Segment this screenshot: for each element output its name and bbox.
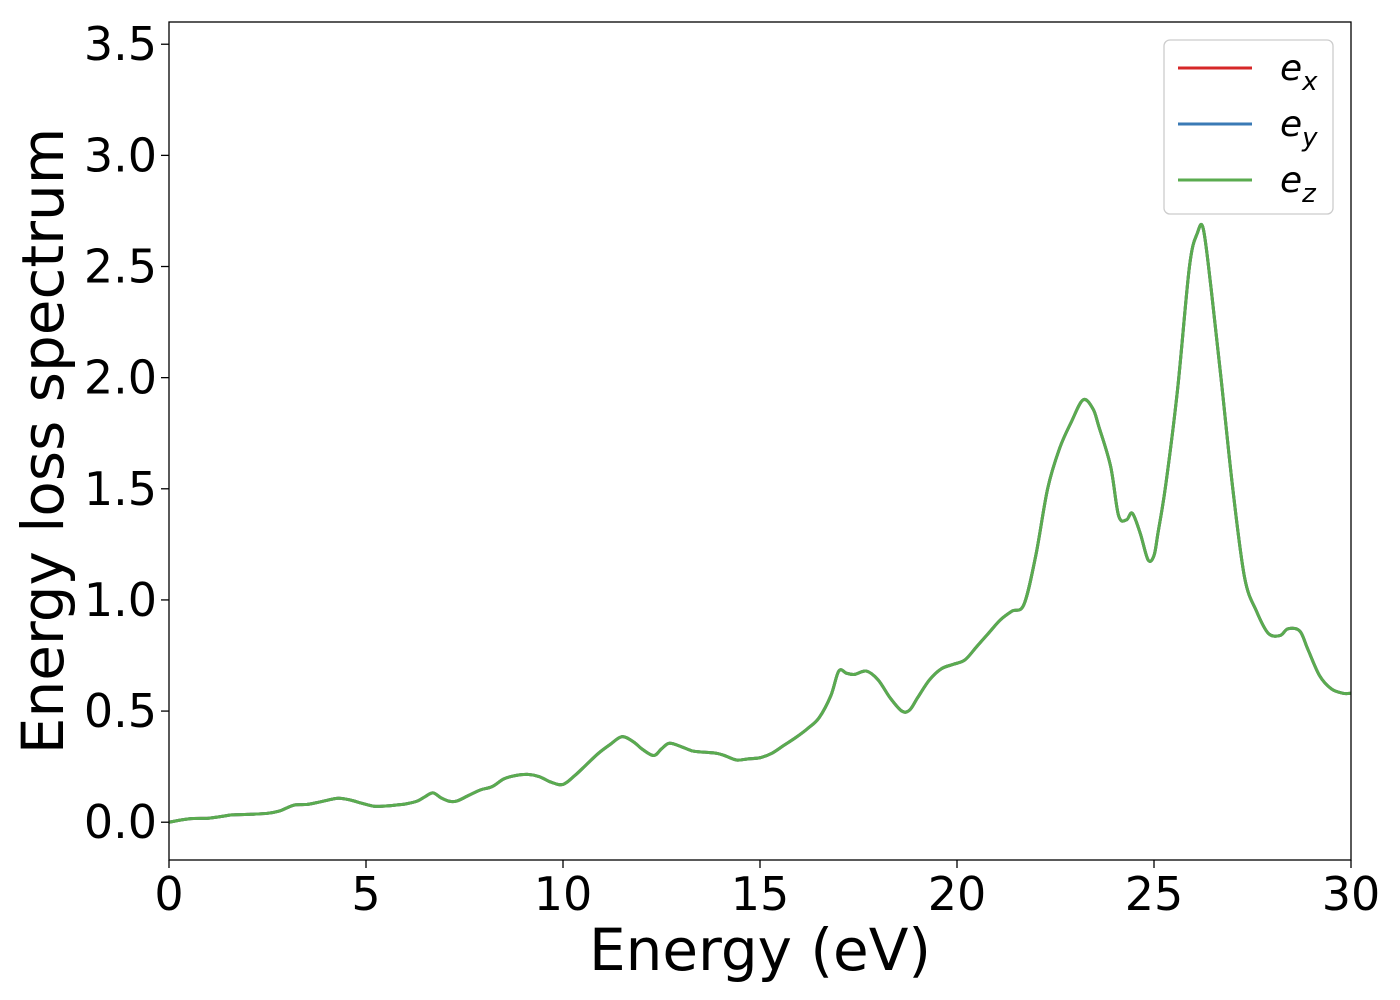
x-tick-label: 10 <box>534 867 593 921</box>
series-line-e_z <box>169 222 1351 824</box>
legend-label-subscript: x <box>1301 67 1318 97</box>
y-axis-title: Energy loss spectrum <box>9 128 77 754</box>
x-tick-label: 20 <box>928 867 987 921</box>
x-tick-label: 0 <box>154 867 183 921</box>
legend-label-e_x: ex <box>1280 48 1318 97</box>
legend-label-subscript: y <box>1301 123 1318 153</box>
x-tick-label: 30 <box>1322 867 1381 921</box>
y-tick-label: 3.0 <box>84 128 157 182</box>
y-tick-label: 0.5 <box>84 684 157 738</box>
legend-label-base: e <box>1280 160 1302 201</box>
legend-label-e_z: ez <box>1280 160 1317 209</box>
legend-label-e_y: ey <box>1280 104 1318 153</box>
x-tick-label: 5 <box>351 867 380 921</box>
legend-label-subscript: z <box>1301 179 1317 209</box>
y-tick-label: 1.5 <box>84 462 157 516</box>
legend-box <box>1163 39 1334 215</box>
y-axis: 0.0 0.5 1.0 1.5 2.0 2.5 3.0 3.5 <box>84 17 169 849</box>
y-tick-label: 1.0 <box>84 573 157 627</box>
y-tick-label: 3.5 <box>84 17 157 71</box>
x-axis-title: Energy (eV) <box>589 916 931 984</box>
legend-label-base: e <box>1280 48 1302 89</box>
y-tick-label: 2.5 <box>84 240 157 294</box>
legend-label-base: e <box>1280 104 1302 145</box>
y-tick-label: 0.0 <box>84 795 157 849</box>
series-layer <box>169 222 1351 824</box>
x-axis: 0 5 10 15 20 25 30 <box>154 860 1380 921</box>
x-tick-label: 25 <box>1125 867 1184 921</box>
x-tick-label: 15 <box>731 867 790 921</box>
y-tick-label: 2.0 <box>84 351 157 405</box>
